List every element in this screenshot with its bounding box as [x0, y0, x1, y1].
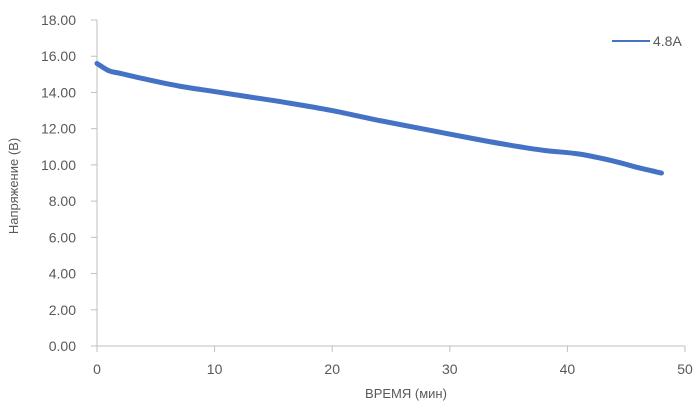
x-axis-title: ВРЕМЯ (мин) — [365, 386, 447, 401]
y-tick-label: 12.00 — [41, 121, 76, 137]
y-tick-label: 18.00 — [41, 12, 76, 28]
x-axis-ticks: 0 10 20 30 40 50 — [93, 346, 693, 377]
series-layer — [94, 60, 664, 176]
y-tick-label: 2.00 — [49, 302, 76, 318]
x-tick-label: 50 — [677, 361, 693, 377]
x-tick-label: 30 — [442, 361, 458, 377]
legend: 4.8A — [612, 33, 682, 49]
legend-label-4.8A: 4.8A — [653, 33, 682, 49]
y-tick-label: 8.00 — [49, 193, 76, 209]
axes — [96, 20, 685, 347]
y-tick-label: 4.00 — [49, 266, 76, 282]
x-tick-label: 40 — [560, 361, 576, 377]
y-axis-title: Напряжение (В) — [6, 138, 21, 234]
y-tick-label: 14.00 — [41, 84, 76, 100]
y-axis-ticks: 0.00 2.00 4.00 6.00 8.00 10.00 12.00 14.00 16.00… — [41, 12, 97, 354]
y-tick-label: 6.00 — [49, 229, 76, 245]
y-tick-label: 10.00 — [41, 157, 76, 173]
y-tick-label: 0.00 — [49, 338, 76, 354]
y-tick-label: 16.00 — [41, 48, 76, 64]
x-tick-label: 10 — [207, 361, 223, 377]
series-line-4.8A — [94, 60, 664, 176]
x-tick-label: 0 — [93, 361, 101, 377]
x-tick-label: 20 — [324, 361, 340, 377]
